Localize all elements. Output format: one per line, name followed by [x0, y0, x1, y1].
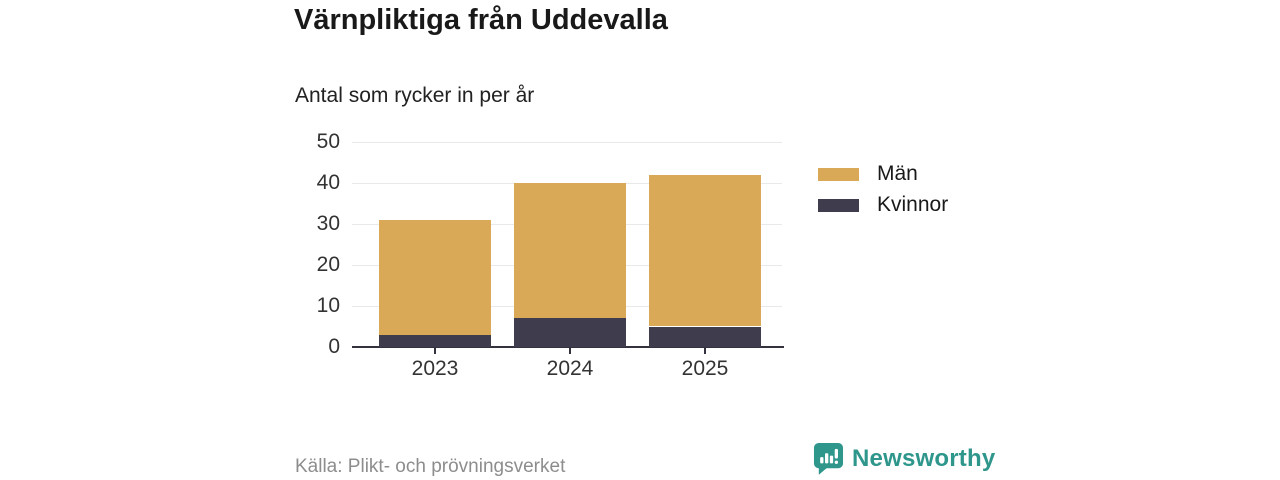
- x-tick-label: 2024: [546, 357, 594, 380]
- x-tick-label: 2023: [411, 357, 459, 380]
- legend-item-women: Kvinnor: [818, 191, 948, 219]
- y-tick-label: 10: [316, 294, 340, 317]
- y-tick-label: 40: [316, 171, 340, 194]
- brand-logo[interactable]: Newsworthy: [813, 442, 995, 476]
- legend-label-men: Män: [877, 162, 918, 185]
- legend: Män Kvinnor: [818, 160, 948, 219]
- x-tick-mark: [569, 348, 571, 354]
- y-tick-label: 30: [316, 212, 340, 235]
- bar-2024-kvinnor: [514, 318, 626, 347]
- x-tick-mark: [704, 348, 706, 354]
- legend-swatch-women: [818, 198, 859, 212]
- legend-item-men: Män: [818, 160, 948, 188]
- legend-label-women: Kvinnor: [877, 193, 949, 216]
- gridline-50: [352, 141, 782, 143]
- bar-2023-män: [379, 219, 491, 335]
- source-note: Källa: Plikt- och prövningsverket: [295, 456, 566, 477]
- chart-title: Värnpliktiga från Uddevalla: [294, 4, 668, 36]
- y-tick-label: 20: [316, 253, 340, 276]
- y-tick-label: 0: [328, 335, 340, 358]
- bar-2024-män: [514, 183, 626, 319]
- x-axis-line: [352, 346, 784, 348]
- newsworthy-icon: [813, 443, 844, 475]
- brand-name: Newsworthy: [852, 445, 996, 472]
- bar-2025-kvinnor: [649, 326, 761, 347]
- y-tick-label: 50: [316, 130, 340, 153]
- x-tick-mark: [434, 348, 436, 354]
- legend-swatch-men: [818, 167, 859, 181]
- bar-2025-män: [649, 174, 761, 327]
- x-tick-label: 2025: [681, 357, 729, 380]
- bar-2023-kvinnor: [379, 334, 491, 347]
- chart-subtitle: Antal som rycker in per år: [295, 84, 535, 107]
